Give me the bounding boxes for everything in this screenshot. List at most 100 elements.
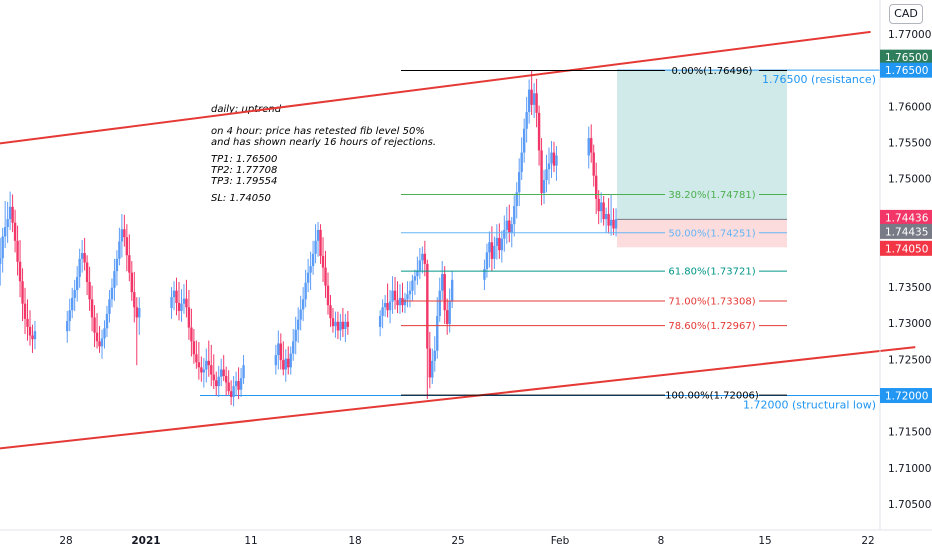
candle-body [205,360,208,370]
candle-body [294,329,297,342]
candle-body [520,152,523,173]
candle-body [289,353,292,368]
candle-body [88,282,91,300]
candle-body [75,276,79,290]
candle-body [180,303,183,311]
annotation-stop-loss: SL: 1.74050 [211,193,271,204]
time-tick-label: 8 [658,535,665,547]
candle-body [436,316,439,351]
candle-body [495,237,499,246]
candle-body [123,229,126,238]
candle-body [187,307,191,328]
candle-body [185,298,188,308]
candle-body [110,287,114,300]
fib-label: 100.00%(1.72006) [665,391,759,402]
candle-body [396,300,399,306]
candle-body [426,263,429,349]
candle-body [279,343,283,361]
price-tick-label: 1.77000 [888,29,931,41]
candle-body [227,382,230,392]
candle-body [118,241,121,259]
candle-body [309,266,312,273]
candle-body [274,355,278,366]
price-axis: 1.770001.765001.760001.755001.750001.745… [879,0,931,530]
candle-body [450,279,454,302]
candle-body [210,365,213,375]
candle-body [1,236,4,259]
channel-lower-line [0,346,916,450]
candle-body [18,261,22,282]
candle-body [190,327,193,342]
price-tag-bg [880,223,932,239]
candle-body [324,267,327,286]
candle-body [197,362,201,368]
candle-body [100,338,104,347]
candle-body [90,299,94,318]
candle-body [550,152,553,164]
candle-body [493,245,496,259]
candle-body [555,155,558,166]
candle-body [391,290,394,302]
candle-body [547,163,551,170]
candle-body [229,391,233,397]
price-tag-bg [880,240,932,256]
candle-body [83,253,86,263]
candle-body [378,316,382,327]
candle-body [0,258,2,264]
time-tick-label: Feb [551,535,570,547]
price-tag-bg [880,388,932,404]
price-tag-label: 1.74435 [885,226,928,238]
candle-body [408,290,412,295]
candle-body [212,374,215,381]
candle-body [301,299,305,310]
fib-label: 78.60%(1.72967) [668,321,755,332]
candle-body [33,331,37,340]
currency-button[interactable]: CAD [889,4,923,24]
price-tick-label: 1.75500 [888,137,931,149]
candle-body [597,198,600,212]
candle-body [614,219,618,229]
candle-body [599,202,603,212]
candle-body [421,253,424,261]
candle-body [445,310,449,324]
candle-body [138,308,141,318]
candle-body [552,152,556,166]
candle-body [607,214,610,226]
candle-body [510,224,513,233]
candle-body [3,227,7,237]
price-tick-label: 1.71500 [888,427,931,439]
candle-body [16,240,19,262]
fib-label: 71.00%(1.73308) [668,296,755,307]
candle-body [215,380,218,387]
candle-body [326,285,330,306]
candle-body [503,229,506,239]
candle-body [612,219,615,229]
candle-body [296,319,300,330]
annotation-4h: on 4 hour: price has retested fib level … [211,126,437,148]
price-tick-label: 1.75000 [888,174,931,186]
candle-body [319,229,322,256]
price-tag-bg [880,49,932,65]
channel-upper-line [0,30,871,145]
candle-body [220,369,223,377]
candle-body [535,93,538,113]
candle-body [306,272,310,283]
candles [0,70,618,407]
candle-body [31,335,34,340]
candle-body [483,269,486,280]
candle-body [73,289,76,298]
candle-body [500,238,504,251]
candle-body [103,328,106,339]
candle-body [133,292,136,308]
candle-body [120,229,124,242]
candle-body [6,219,9,228]
candle-body [316,229,320,241]
annotation-targets: TP1: 1.76500 TP2: 1.77708 TP3: 1.79554 [211,154,278,187]
time-tick-label: 25 [451,535,464,547]
candle-body [182,298,186,304]
candle-body [423,253,427,264]
time-tick-label: 22 [861,535,874,547]
candle-body [13,222,17,241]
candle-body [339,321,342,331]
